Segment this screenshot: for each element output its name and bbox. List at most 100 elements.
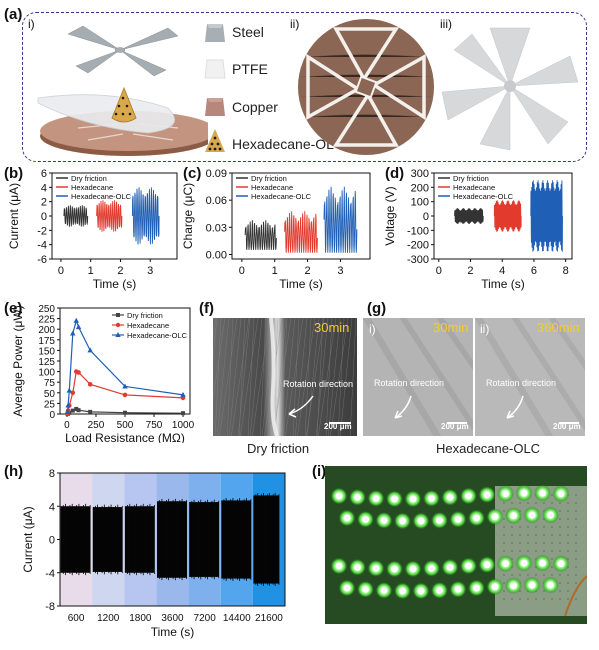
breadboard-hole (535, 534, 537, 536)
breadboard-hole (543, 590, 545, 592)
scratch-line (400, 318, 473, 430)
data-point (122, 392, 128, 398)
legend-copper: Copper (232, 99, 278, 115)
scratch-line (213, 318, 217, 340)
led-core (454, 585, 462, 593)
y-tick-label: 250 (38, 304, 55, 315)
scratch-line (273, 318, 287, 436)
panel-a-sub-ii: ii) (290, 17, 300, 31)
breadboard-hole (543, 502, 545, 504)
breadboard-hole (567, 590, 569, 592)
y-tick-label: 100 (38, 368, 55, 379)
breadboard-hole (519, 598, 521, 600)
y-tick-label: 150 (38, 346, 55, 357)
led-core (436, 586, 443, 594)
legend-label: Hexadecane (251, 183, 293, 192)
breadboard-hole (519, 550, 521, 552)
y-tick-label: -4 (37, 240, 47, 252)
led-core (539, 489, 546, 497)
y-tick-label: 200 (411, 182, 429, 194)
panel-g-rotation-i: Rotation direction (374, 378, 445, 388)
scratch-line (249, 318, 263, 436)
breadboard-hole (575, 518, 577, 520)
led-core (343, 584, 351, 592)
legend-label: Hexadecane-OLC (453, 192, 514, 201)
y-tick-label: 225 (38, 315, 55, 326)
scratch-line (213, 318, 226, 400)
breadboard-hole (543, 526, 545, 528)
panel-f-rotation-label: Rotation direction (283, 379, 354, 389)
breadboard-hole (511, 550, 513, 552)
scratch-line (337, 318, 345, 436)
x-tick-label: 500 (117, 420, 134, 431)
scratch-line (339, 318, 353, 436)
y-tick-label: -4 (45, 568, 55, 580)
led-core (465, 562, 472, 570)
chart-h: 600 1200 1800 3600 7200 14400 21600 -8 -4 0 4 8 Time… (21, 468, 286, 639)
plot-frame (59, 307, 191, 415)
led-core (391, 495, 398, 503)
breadboard-hole (519, 526, 521, 528)
scratch-line (475, 318, 547, 436)
breadboard-hole (503, 542, 505, 544)
series-hexadecane (493, 200, 522, 232)
y-axis-label: Charge (μC) (182, 183, 195, 249)
legend-marker (115, 332, 121, 337)
led-core (510, 512, 517, 520)
scratch-line (214, 318, 222, 436)
breadboard-hole (559, 502, 561, 504)
breadboard-hole (503, 502, 505, 504)
breadboard-hole (575, 510, 577, 512)
breadboard-hole (503, 510, 505, 512)
x-tick-label: 0 (436, 265, 442, 277)
scratch-line (517, 318, 585, 422)
breadboard-hole (575, 502, 577, 504)
led-core (491, 513, 499, 521)
panel-c-label: (c) (183, 165, 202, 182)
y-tick-label: 0 (423, 211, 429, 223)
led-core (399, 587, 406, 595)
breadboard-hole (575, 534, 577, 536)
ptfe-swatch (204, 59, 226, 79)
chart-c: 0.00 0.03 0.06 0.09 0 1 2 3 Time (s) Charge (μC) D… (182, 168, 371, 291)
data-point (74, 406, 79, 411)
breadboard-hole (535, 574, 537, 576)
y-tick-label: 300 (411, 168, 429, 180)
scratch-line (216, 318, 230, 436)
y-tick-label: 175 (38, 336, 55, 347)
led-core (557, 490, 565, 498)
breadboard-hole (519, 534, 521, 536)
scratch-line (297, 318, 316, 436)
led-array-photo (325, 466, 587, 624)
breadboard-hole (511, 598, 513, 600)
panel-a-sub-i: i) (28, 17, 35, 31)
breadboard-hole (567, 542, 569, 544)
led-core (428, 564, 435, 572)
breadboard-hole (575, 566, 577, 568)
breadboard-hole (527, 534, 529, 536)
x-tick-label: 3 (337, 265, 343, 277)
breadboard-hole (511, 542, 513, 544)
series-hexadecane-olc (323, 186, 358, 253)
led-core (557, 560, 565, 568)
panel-b-label: (b) (4, 165, 24, 182)
panel-d-label: (d) (385, 165, 405, 182)
breadboard-hole (567, 518, 569, 520)
scratch-line (363, 318, 436, 436)
panel-a-sub-iii: iii) (440, 17, 452, 31)
x-tick-label: 0 (239, 265, 245, 277)
scratch-line (548, 318, 585, 370)
y-tick-label: 4 (41, 182, 47, 194)
y-tick-label: -100 (407, 225, 429, 237)
scratch-line (436, 318, 473, 370)
breadboard-hole (511, 534, 513, 536)
scratch-line (247, 318, 255, 436)
scratch-line (365, 318, 438, 436)
breadboard-hole (543, 574, 545, 576)
led-core (335, 492, 343, 500)
breadboard-hole (527, 542, 529, 544)
scratch-line (514, 318, 585, 427)
scratch-line (369, 318, 442, 436)
breadboard-hole (567, 502, 569, 504)
x-tick-label: 250 (88, 420, 105, 431)
